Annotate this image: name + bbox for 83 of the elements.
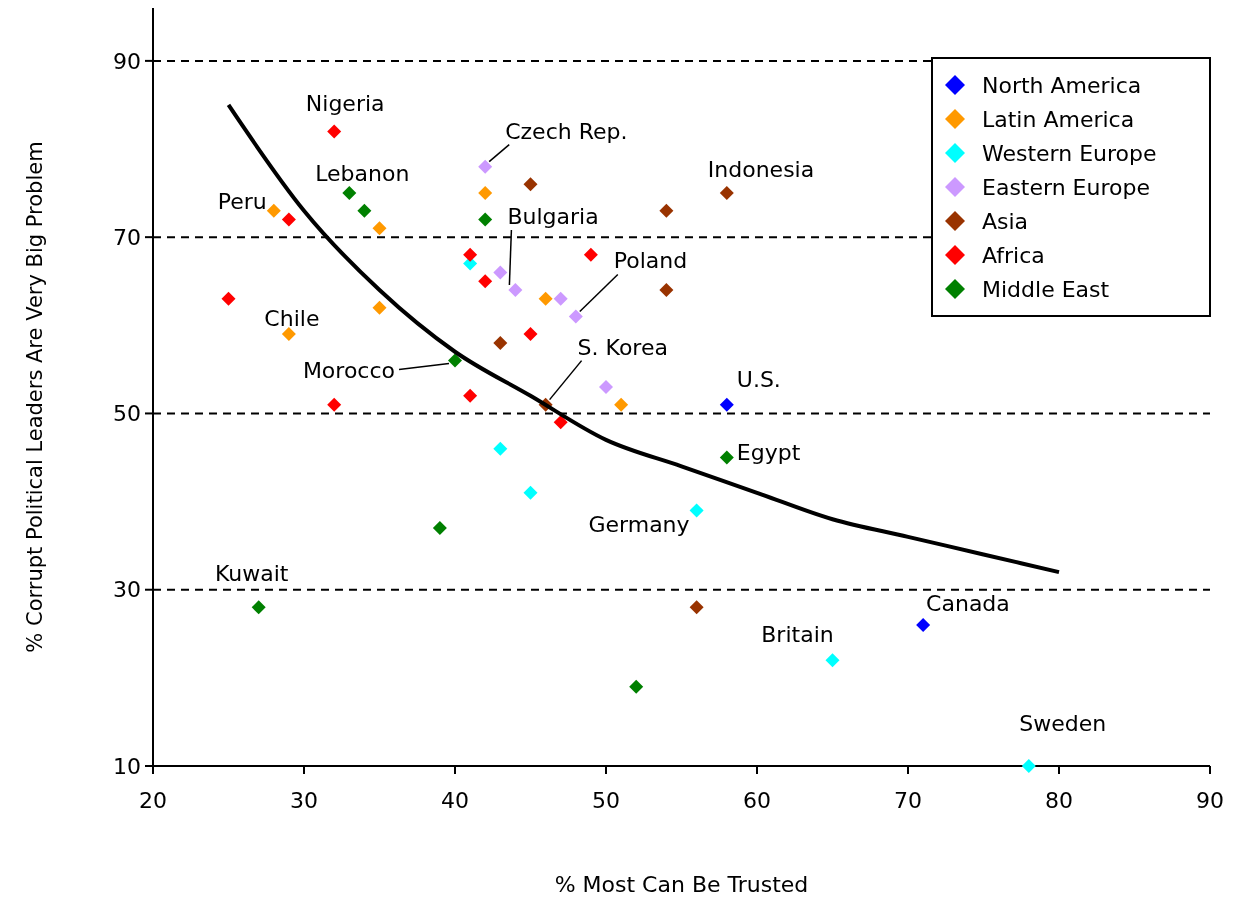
point (448, 353, 462, 368)
annotation: Bulgaria (507, 204, 599, 230)
point (553, 415, 568, 430)
point (493, 335, 508, 350)
x-tick-label: 90 (1196, 788, 1224, 813)
point (327, 397, 342, 412)
y-axis-title: % Corrupt Political Leaders Are Very Big Problem (23, 141, 47, 653)
annotation: Indonesia (707, 157, 815, 183)
point (281, 327, 296, 342)
point (478, 212, 493, 227)
point (523, 485, 538, 500)
point (478, 274, 493, 289)
x-tick-label: 40 (441, 788, 469, 813)
legend-label: Africa (982, 242, 1045, 268)
annotation: Poland (613, 248, 688, 274)
x-tick-label: 20 (139, 788, 167, 813)
annotation: U.S. (736, 366, 781, 392)
annotation: S. Korea (577, 334, 668, 360)
legend-label: Eastern Europe (982, 174, 1150, 200)
point (719, 450, 734, 465)
point (719, 397, 734, 412)
point (266, 203, 281, 218)
annotation: Morocco (302, 357, 395, 383)
point (659, 203, 674, 218)
y-tick-label: 10 (113, 753, 141, 779)
legend-label: Middle East (982, 276, 1110, 302)
point (478, 186, 493, 201)
point (281, 212, 296, 227)
point (327, 124, 342, 139)
point (1021, 759, 1036, 773)
point (432, 521, 447, 536)
legend-label: Latin America (982, 106, 1135, 132)
point (916, 617, 931, 632)
point (523, 327, 538, 342)
point (251, 600, 266, 615)
annotation: Chile (264, 306, 320, 332)
point (689, 600, 704, 615)
annotation: Kuwait (214, 561, 289, 587)
annotation: Czech Rep. (505, 118, 628, 144)
annotation: Peru (217, 188, 267, 214)
point (599, 380, 613, 394)
annotation: Canada (926, 590, 1010, 616)
legend-label: North America (982, 72, 1142, 98)
y-tick-label: 30 (113, 577, 141, 603)
point (357, 203, 372, 218)
point (523, 177, 538, 192)
point (689, 503, 704, 518)
y-tick-label: 90 (113, 48, 141, 74)
point (659, 283, 674, 298)
point (629, 679, 644, 694)
point (463, 388, 478, 403)
annotation: Germany (588, 512, 690, 538)
annotation: Sweden (1019, 711, 1107, 736)
point (478, 159, 493, 174)
y-tick-label: 50 (113, 401, 141, 427)
legend-label: Western Europe (982, 140, 1157, 166)
x-tick-label: 30 (290, 788, 318, 813)
point (372, 221, 387, 236)
point (493, 265, 508, 280)
point (342, 186, 357, 201)
point (583, 247, 598, 262)
point (463, 247, 478, 262)
point (719, 186, 734, 201)
point (825, 653, 840, 668)
point (372, 300, 387, 315)
x-tick-label: 60 (743, 788, 771, 813)
point (553, 291, 568, 306)
x-tick-label: 80 (1045, 788, 1073, 813)
x-axis-title: % Most Can Be Trusted (554, 872, 809, 897)
annotation: Britain (761, 622, 834, 648)
point (538, 291, 553, 306)
y-tick-label: 70 (113, 224, 141, 250)
annotation: Nigeria (305, 91, 385, 117)
x-tick-label: 70 (894, 788, 922, 813)
point (508, 283, 523, 298)
legend-label: Asia (982, 208, 1029, 234)
point (221, 291, 236, 306)
annotation: Lebanon (315, 161, 410, 187)
annotation: Egypt (736, 439, 801, 465)
point (568, 309, 583, 324)
point (493, 441, 508, 456)
x-tick-label: 50 (592, 788, 620, 813)
point (614, 397, 629, 412)
